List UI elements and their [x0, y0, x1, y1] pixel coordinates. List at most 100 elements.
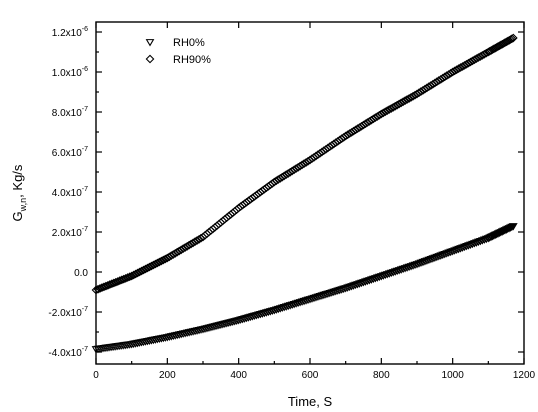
data-point-triangle — [244, 314, 253, 322]
data-point-triangle — [480, 236, 489, 244]
data-point-triangle — [353, 281, 362, 289]
data-point-triangle — [337, 286, 347, 294]
data-point-diamond — [386, 104, 396, 113]
data-point-diamond — [450, 66, 460, 76]
data-point-triangle — [406, 263, 416, 271]
data-point-triangle — [454, 245, 463, 254]
data-point-diamond — [460, 60, 469, 70]
data-point-diamond — [444, 70, 454, 79]
data-point-diamond — [153, 258, 162, 268]
data-point-triangle — [327, 289, 337, 297]
data-point-triangle — [384, 270, 394, 278]
data-point-diamond — [176, 245, 186, 255]
data-point-diamond — [170, 248, 180, 258]
data-point-diamond — [129, 270, 139, 280]
data-point-diamond — [474, 53, 483, 62]
data-point-diamond — [351, 125, 360, 135]
data-point-diamond — [363, 118, 372, 127]
data-point-triangle — [414, 260, 424, 268]
data-point-diamond — [133, 268, 142, 278]
y-tick-label: 6.0x10-7 — [52, 146, 88, 159]
data-point-triangle — [323, 290, 333, 298]
data-point-triangle — [460, 243, 469, 252]
data-point-diamond — [436, 74, 446, 84]
data-point-triangle — [273, 305, 283, 314]
data-point-triangle — [279, 304, 289, 312]
data-point-diamond — [141, 264, 150, 274]
data-point-triangle — [359, 279, 368, 287]
data-point-diamond — [345, 129, 355, 138]
data-point-diamond — [410, 90, 420, 100]
data-point-triangle — [355, 280, 364, 288]
data-point-diamond — [434, 76, 444, 85]
data-point-triangle — [236, 316, 246, 324]
data-point-diamond — [157, 256, 166, 266]
data-point-diamond — [299, 159, 309, 169]
data-point-triangle — [507, 223, 517, 232]
data-point-triangle — [464, 242, 473, 250]
data-point-triangle — [458, 244, 467, 252]
data-point-diamond — [426, 81, 436, 90]
data-point-triangle — [386, 269, 396, 278]
data-point-triangle — [388, 269, 398, 277]
data-point-triangle — [248, 313, 257, 321]
data-point-triangle — [313, 293, 323, 302]
data-point-diamond — [438, 73, 448, 83]
data-point-diamond — [145, 54, 155, 64]
data-point-diamond — [380, 107, 390, 117]
data-point-diamond — [103, 280, 113, 290]
data-point-triangle — [361, 278, 370, 286]
y-tick-label: 8.0x10-7 — [52, 106, 88, 119]
data-point-diamond — [178, 244, 188, 254]
data-point-triangle — [335, 286, 345, 295]
data-point-diamond — [269, 177, 279, 187]
data-point-diamond — [464, 58, 473, 68]
data-point-diamond — [145, 262, 154, 272]
data-point-diamond — [91, 285, 101, 295]
data-point-triangle — [440, 250, 450, 259]
data-point-diamond — [440, 72, 450, 82]
data-point-diamond — [355, 123, 364, 132]
data-point-diamond — [107, 279, 117, 289]
data-point-triangle — [426, 256, 436, 264]
data-point-triangle — [311, 294, 321, 302]
data-point-diamond — [384, 105, 394, 114]
data-point-diamond — [127, 271, 137, 281]
data-point-diamond — [508, 33, 518, 43]
data-point-diamond — [295, 161, 305, 171]
data-point-diamond — [394, 99, 404, 109]
data-point-diamond — [172, 247, 182, 257]
data-point-triangle — [331, 288, 341, 296]
data-point-diamond — [168, 250, 178, 259]
data-point-triangle — [299, 297, 309, 306]
data-point-triangle — [277, 304, 287, 313]
data-point-diamond — [414, 88, 424, 98]
data-point-diamond — [117, 275, 127, 285]
data-point-triangle — [305, 296, 315, 304]
data-point-triangle — [446, 248, 456, 257]
data-point-triangle — [369, 275, 378, 284]
data-point-diamond — [476, 52, 485, 61]
data-point-diamond — [135, 267, 144, 277]
data-point-triangle — [242, 314, 251, 323]
data-point-diamond — [361, 119, 370, 129]
data-point-triangle — [448, 248, 458, 256]
series-rh90-pct — [91, 33, 518, 295]
data-point-diamond — [349, 126, 358, 136]
data-point-diamond — [470, 55, 479, 65]
data-point-diamond — [99, 282, 109, 292]
data-point-triangle — [462, 243, 471, 251]
plot-area — [95, 21, 525, 365]
legend: RH0% RH90% — [145, 37, 211, 66]
data-point-diamond — [392, 100, 402, 110]
y-tick-label: 2.0x10-7 — [52, 226, 88, 239]
data-point-triangle — [434, 253, 444, 261]
data-point-diamond — [400, 96, 410, 106]
data-point-diamond — [158, 255, 168, 265]
data-point-diamond — [478, 50, 487, 60]
data-point-diamond — [408, 91, 418, 101]
x-tick-label: 800 — [373, 370, 390, 381]
data-point-triangle — [347, 283, 356, 291]
data-point-triangle — [365, 277, 374, 285]
data-point-triangle — [315, 293, 325, 301]
